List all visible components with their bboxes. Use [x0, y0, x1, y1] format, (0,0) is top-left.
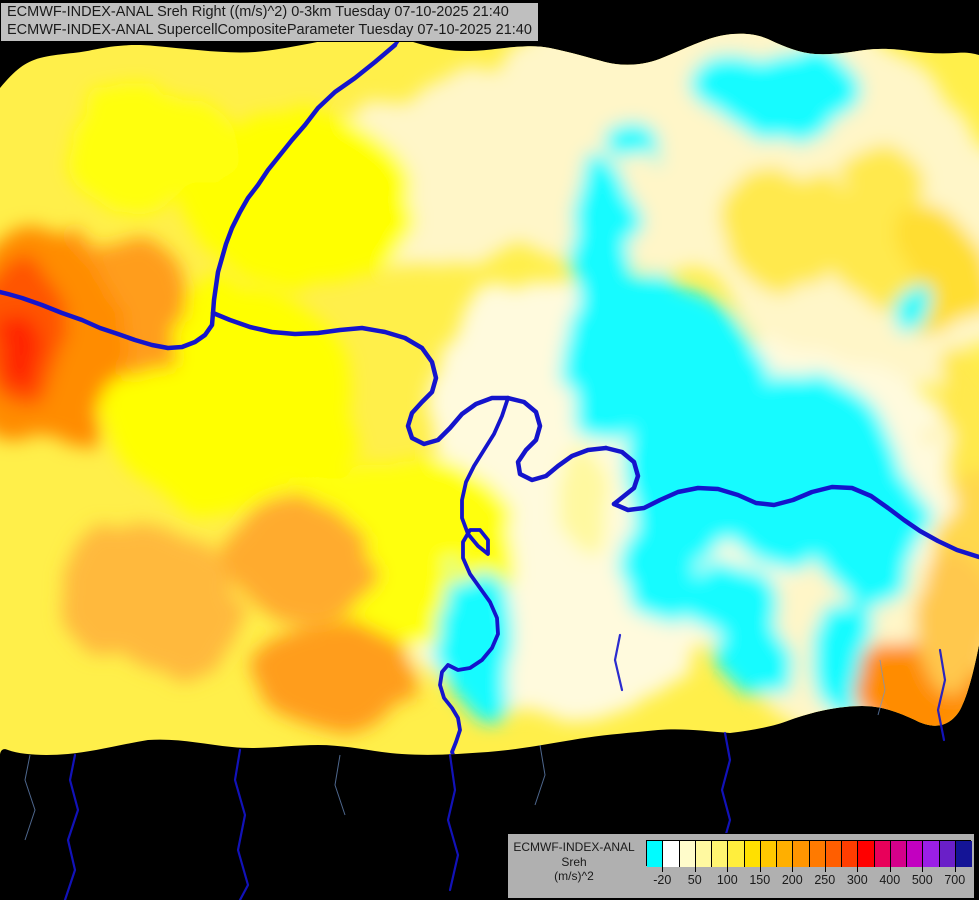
svg-text:75: 75	[17, 643, 35, 660]
svg-text:225: 225	[0, 345, 17, 371]
svg-text:50: 50	[45, 585, 65, 604]
